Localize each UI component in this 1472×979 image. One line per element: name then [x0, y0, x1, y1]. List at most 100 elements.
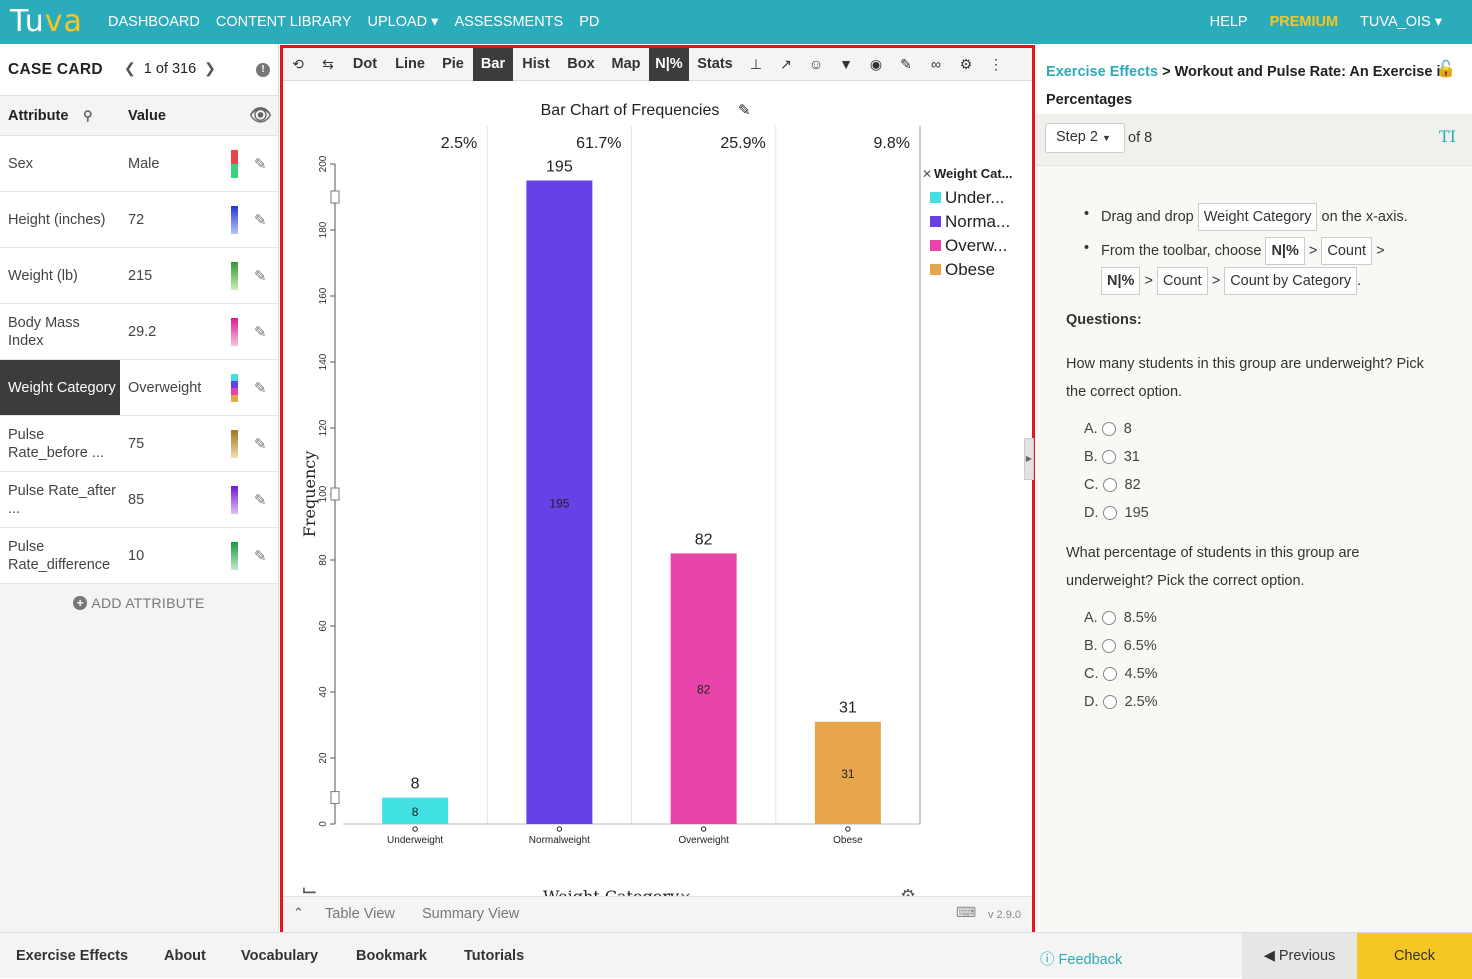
- nav-premium[interactable]: PREMIUM: [1269, 14, 1339, 30]
- nav-content-library[interactable]: CONTENT LIBRARY: [215, 14, 352, 30]
- smiley-icon[interactable]: ☺: [808, 56, 824, 72]
- pencil-icon[interactable]: ✎: [738, 102, 751, 119]
- keyboard-icon[interactable]: ⌨: [956, 904, 977, 920]
- case-row-weight[interactable]: Weight (lb) 215 ✎: [0, 248, 278, 304]
- axis-drag-handle[interactable]: [330, 791, 340, 805]
- axis-drag-handle[interactable]: [330, 190, 340, 204]
- color-swatch[interactable]: [231, 206, 238, 234]
- q2-option-c[interactable]: C. 4.5%: [1084, 666, 1158, 682]
- filter-icon[interactable]: ▼: [839, 56, 853, 72]
- pencil-icon[interactable]: ✎: [254, 268, 267, 285]
- legend-item[interactable]: Norma...: [945, 212, 1010, 231]
- bar-overweight[interactable]: [670, 553, 737, 824]
- q1-option-b[interactable]: B. 31: [1084, 449, 1140, 465]
- footer-exercise-effects[interactable]: Exercise Effects: [16, 948, 129, 964]
- pencil-icon[interactable]: ✎: [254, 548, 267, 565]
- axis-drag-handle[interactable]: [330, 487, 340, 501]
- search-icon[interactable]: ⚲: [83, 108, 93, 123]
- nav-dashboard[interactable]: DASHBOARD: [108, 14, 200, 30]
- q1-option-d[interactable]: D. 195: [1084, 505, 1149, 521]
- tool-dot[interactable]: Dot: [352, 56, 378, 72]
- case-row-sex[interactable]: Sex Male ✎: [0, 136, 278, 192]
- q1-option-c[interactable]: C. 82: [1084, 477, 1141, 493]
- nav-pd[interactable]: PD: [579, 14, 600, 30]
- legend-item[interactable]: Overw...: [945, 236, 1007, 255]
- footer-vocabulary[interactable]: Vocabulary: [241, 948, 319, 964]
- tool-box[interactable]: Box: [567, 56, 595, 72]
- legend-swatch[interactable]: [930, 192, 941, 203]
- case-row-bmi[interactable]: Body Mass Index 29.2 ✎: [0, 304, 278, 360]
- pencil-icon[interactable]: ✎: [254, 324, 267, 341]
- color-swatch[interactable]: [231, 150, 238, 178]
- pencil-icon[interactable]: ✎: [254, 436, 267, 453]
- gear-icon[interactable]: ⚙: [959, 55, 973, 72]
- tool-pie[interactable]: Pie: [442, 56, 464, 72]
- swap-axes-icon[interactable]: ⇆: [322, 55, 334, 72]
- chevron-up-icon[interactable]: ⌃: [293, 905, 304, 920]
- binoculars-icon[interactable]: ∞: [931, 56, 941, 72]
- tuva-logo[interactable]: Tuva: [10, 4, 83, 39]
- text-size-icon[interactable]: TI: [1439, 127, 1456, 146]
- pencil-icon[interactable]: ✎: [254, 492, 267, 509]
- footer-tutorials[interactable]: Tutorials: [464, 948, 525, 964]
- info-icon[interactable]: !: [256, 63, 270, 77]
- footer-about[interactable]: About: [164, 948, 206, 964]
- gear-icon[interactable]: ⚙: [900, 886, 916, 896]
- y-axis-label[interactable]: Frequency: [300, 451, 319, 538]
- unlock-icon[interactable]: 🔓: [1436, 61, 1456, 78]
- case-row-pulse-before[interactable]: Pulse Rate_before ... 75 ✎: [0, 416, 278, 472]
- chart-title[interactable]: Bar Chart of Frequencies: [541, 102, 720, 119]
- camera-icon[interactable]: ◉: [869, 55, 883, 72]
- case-row-weight-category[interactable]: Weight Category Overweight ✎: [0, 360, 278, 416]
- brush-icon[interactable]: ✎: [900, 55, 912, 72]
- color-swatch[interactable]: [231, 262, 238, 290]
- nav-upload[interactable]: UPLOAD ▾: [367, 14, 439, 30]
- q2-option-d[interactable]: D. 2.5%: [1084, 694, 1158, 710]
- chevron-right-icon[interactable]: ❯: [204, 60, 216, 76]
- chevron-left-icon[interactable]: ❮: [124, 60, 136, 76]
- legend-swatch[interactable]: [930, 264, 941, 275]
- breadcrumb-exercise-effects[interactable]: Exercise Effects: [1046, 64, 1159, 80]
- pencil-icon[interactable]: ✎: [254, 212, 267, 229]
- user-menu[interactable]: TUVA_OIS ▾: [1360, 14, 1442, 30]
- summary-view-tab[interactable]: Summary View: [422, 906, 520, 922]
- q2-option-a[interactable]: A. 8.5%: [1084, 610, 1157, 626]
- color-swatch[interactable]: [231, 430, 238, 458]
- tool-count-percent[interactable]: N|%: [649, 47, 689, 81]
- legend-close-icon[interactable]: ✕: [922, 167, 932, 181]
- step-select[interactable]: Step 2 ▼: [1045, 123, 1125, 153]
- bar-underweight[interactable]: [382, 797, 449, 824]
- case-row-pulse-after[interactable]: Pulse Rate_after ... 85 ✎: [0, 472, 278, 528]
- legend-swatch[interactable]: [930, 216, 941, 227]
- case-row-pulse-difference[interactable]: Pulse Rate_difference 10 ✎: [0, 528, 278, 584]
- more-icon[interactable]: ⋮: [989, 55, 1003, 72]
- case-row-height[interactable]: Height (inches) 72 ✎: [0, 192, 278, 248]
- tool-hist[interactable]: Hist: [522, 56, 550, 72]
- tool-stats[interactable]: Stats: [697, 56, 733, 72]
- remove-x-attribute-icon[interactable]: ✕: [679, 890, 692, 896]
- legend-item[interactable]: Under...: [945, 188, 1005, 207]
- nav-help[interactable]: HELP: [1209, 14, 1248, 30]
- pencil-icon[interactable]: ✎: [254, 156, 267, 173]
- tool-bar[interactable]: Bar: [473, 47, 513, 81]
- tool-map[interactable]: Map: [611, 56, 641, 72]
- axis-corner-icon[interactable]: ⌙: [301, 879, 318, 896]
- bar-normalweight[interactable]: [526, 180, 593, 825]
- check-button[interactable]: Check: [1357, 933, 1472, 979]
- tool-line[interactable]: Line: [395, 56, 425, 72]
- legend-item[interactable]: Obese: [945, 260, 995, 279]
- q1-option-a[interactable]: A. 8: [1084, 421, 1132, 437]
- color-swatch[interactable]: [231, 486, 238, 514]
- nav-assessments[interactable]: ASSESSMENTS: [454, 14, 564, 30]
- q2-option-b[interactable]: B. 6.5%: [1084, 638, 1157, 654]
- x-axis-label[interactable]: Weight Category: [543, 887, 679, 896]
- pencil-icon[interactable]: ✎: [254, 380, 267, 397]
- table-view-tab[interactable]: Table View: [325, 906, 395, 922]
- add-attribute-button[interactable]: + ADD ATTRIBUTE: [0, 584, 278, 622]
- reset-icon[interactable]: ⟲: [292, 55, 304, 72]
- trend-icon[interactable]: ↗: [780, 55, 792, 72]
- color-swatch[interactable]: [231, 542, 238, 570]
- collapse-panel-handle[interactable]: ▶: [1024, 438, 1034, 480]
- feedback-link[interactable]: ⓘ Feedback: [1040, 952, 1123, 968]
- axis-icon[interactable]: ⊥: [749, 55, 763, 72]
